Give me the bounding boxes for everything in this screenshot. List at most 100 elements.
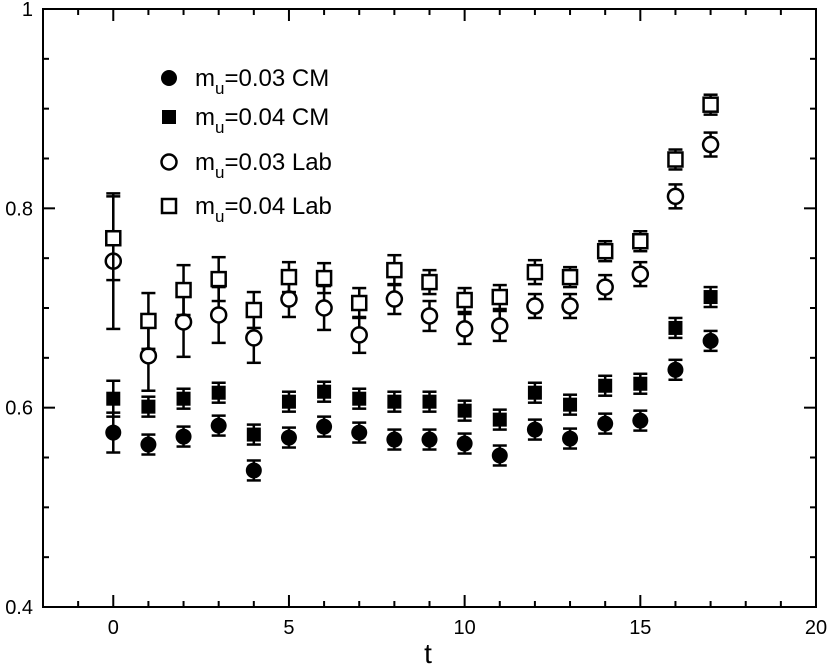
point-circle-filled — [456, 435, 473, 452]
point-square-open — [632, 232, 649, 250]
point-square-filled — [352, 391, 367, 406]
point-square-filled — [211, 385, 226, 400]
series-circle-filled — [105, 329, 719, 482]
legend-entry: mu=0.04 Lab — [160, 193, 332, 226]
point-square-open — [245, 301, 263, 319]
point-circle-open — [526, 297, 544, 315]
point-square-filled — [141, 399, 156, 414]
x-tick-label: 5 — [283, 617, 294, 639]
legend-label-rest: =0.03 Lab — [224, 149, 331, 176]
point-circle-open — [385, 290, 404, 308]
legend-label-main: m — [195, 104, 215, 131]
point-circle-filled — [140, 436, 157, 453]
point-square-filled — [246, 427, 261, 442]
legend-label-subscript: u — [215, 118, 224, 137]
point-circle-open — [209, 306, 228, 324]
point-square-open — [175, 281, 192, 299]
point-square-open — [386, 261, 403, 279]
x-tick-label: 15 — [629, 617, 651, 639]
legend-label: mu=0.03 Lab — [195, 149, 332, 182]
point-circle-open — [315, 299, 333, 317]
point-square-filled — [317, 384, 332, 399]
legend-label-subscript: u — [215, 79, 224, 98]
point-circle-open — [666, 187, 685, 206]
legend-entry: mu=0.03 Lab — [160, 149, 332, 182]
point-circle-filled — [702, 332, 719, 349]
legend-label-rest: =0.04 CM — [224, 104, 329, 131]
point-circle-filled — [210, 417, 227, 434]
series-square-open — [105, 93, 719, 351]
point-square-open — [667, 151, 684, 168]
point-circle-filled — [386, 431, 403, 448]
point-square-filled — [492, 412, 507, 427]
point-circle-open — [420, 307, 439, 325]
point-square-filled — [703, 290, 718, 305]
point-square-open — [596, 242, 614, 260]
legend-label: mu=0.04 Lab — [195, 193, 332, 226]
point-square-open — [280, 268, 298, 286]
legend-label-rest: =0.04 Lab — [224, 193, 331, 220]
point-square-open — [160, 197, 178, 215]
point-square-filled — [598, 378, 613, 393]
legend-label-main: m — [195, 65, 215, 92]
point-square-filled — [162, 110, 176, 124]
axis-ticks — [42, 8, 817, 608]
point-circle-filled — [316, 418, 333, 435]
point-circle-filled — [105, 424, 122, 441]
y-tick-label: 0.6 — [5, 398, 33, 420]
point-circle-open — [701, 135, 720, 154]
point-square-filled — [527, 385, 542, 400]
legend-entry: mu=0.03 CM — [161, 65, 329, 98]
point-square-open — [491, 288, 509, 306]
point-square-filled — [176, 391, 191, 406]
x-tick-label: 10 — [454, 617, 476, 639]
legend-label-subscript: u — [215, 163, 224, 182]
point-square-open — [105, 229, 122, 247]
y-tick-label: 1 — [22, 0, 33, 21]
point-square-filled — [281, 394, 296, 409]
point-square-filled — [563, 397, 578, 412]
point-circle-filled — [597, 415, 614, 432]
point-circle-open — [561, 297, 579, 315]
point-circle-open — [491, 317, 509, 335]
point-square-open — [210, 270, 227, 288]
point-square-open — [315, 269, 333, 287]
point-square-open — [421, 273, 438, 291]
legend-label-rest: =0.03 CM — [224, 65, 329, 92]
point-circle-filled — [562, 430, 579, 447]
point-circle-filled — [245, 462, 262, 479]
y-tick-label: 0.4 — [5, 597, 33, 619]
point-circle-open — [596, 278, 614, 296]
point-circle-open — [631, 265, 650, 283]
point-circle-filled — [351, 424, 368, 441]
point-circle-open — [139, 347, 158, 365]
point-square-open — [702, 96, 719, 113]
point-square-open — [561, 268, 579, 286]
legend-label: mu=0.03 CM — [195, 65, 329, 98]
point-circle-filled — [280, 429, 297, 446]
legend-entry: mu=0.04 CM — [162, 104, 329, 137]
point-circle-filled — [421, 431, 438, 448]
point-square-filled — [387, 394, 402, 409]
point-square-filled — [106, 391, 121, 406]
point-square-open — [526, 263, 544, 281]
series-square-filled — [106, 285, 718, 446]
x-tick-label: 20 — [805, 617, 827, 639]
point-circle-filled — [491, 447, 508, 464]
point-circle-open — [350, 326, 368, 344]
y-tick-label: 0.8 — [5, 198, 33, 220]
x-axis-label: t — [424, 638, 432, 666]
point-circle-open — [280, 290, 298, 308]
legend-label-main: m — [195, 193, 215, 220]
point-circle-open — [160, 153, 178, 171]
point-square-open — [350, 294, 368, 312]
point-circle-open — [245, 329, 263, 347]
point-circle-filled — [526, 421, 543, 438]
point-square-open — [456, 291, 473, 309]
point-circle-filled — [175, 428, 192, 445]
legend-label-main: m — [195, 149, 215, 176]
point-circle-filled — [667, 361, 684, 378]
